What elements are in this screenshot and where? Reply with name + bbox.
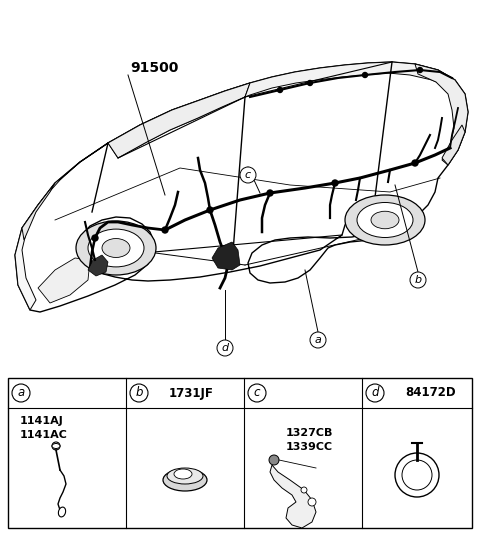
Text: a: a bbox=[17, 386, 24, 399]
Ellipse shape bbox=[174, 469, 192, 479]
Ellipse shape bbox=[59, 507, 66, 517]
Polygon shape bbox=[212, 242, 240, 270]
Text: d: d bbox=[221, 343, 228, 353]
Circle shape bbox=[310, 332, 326, 348]
Circle shape bbox=[248, 384, 266, 402]
Circle shape bbox=[207, 207, 213, 213]
Text: 1731JF: 1731JF bbox=[169, 386, 214, 399]
Text: c: c bbox=[254, 386, 260, 399]
Circle shape bbox=[162, 227, 168, 233]
Text: c: c bbox=[245, 170, 251, 180]
Text: 1327CB: 1327CB bbox=[286, 428, 334, 438]
Ellipse shape bbox=[52, 443, 60, 449]
Text: 1141AJ: 1141AJ bbox=[20, 416, 64, 426]
Circle shape bbox=[308, 80, 312, 86]
Circle shape bbox=[52, 442, 60, 450]
Circle shape bbox=[402, 460, 432, 490]
Circle shape bbox=[412, 160, 418, 166]
Ellipse shape bbox=[345, 195, 425, 245]
Circle shape bbox=[366, 384, 384, 402]
Text: d: d bbox=[371, 386, 379, 399]
Text: 91500: 91500 bbox=[130, 61, 179, 75]
Polygon shape bbox=[15, 83, 250, 310]
Circle shape bbox=[308, 498, 316, 506]
Ellipse shape bbox=[371, 211, 399, 229]
Ellipse shape bbox=[76, 221, 156, 275]
Text: 1339CC: 1339CC bbox=[286, 442, 333, 452]
Text: b: b bbox=[135, 386, 143, 399]
Polygon shape bbox=[15, 62, 468, 312]
Circle shape bbox=[410, 272, 426, 288]
Text: 84172D: 84172D bbox=[405, 386, 456, 399]
Ellipse shape bbox=[357, 203, 413, 237]
Circle shape bbox=[332, 180, 338, 186]
Ellipse shape bbox=[102, 239, 130, 257]
Polygon shape bbox=[245, 62, 455, 97]
Text: a: a bbox=[314, 335, 322, 345]
Circle shape bbox=[267, 190, 273, 196]
Ellipse shape bbox=[163, 469, 207, 491]
Polygon shape bbox=[415, 64, 468, 165]
Ellipse shape bbox=[88, 229, 144, 267]
Circle shape bbox=[395, 453, 439, 497]
Circle shape bbox=[301, 487, 307, 493]
Circle shape bbox=[92, 235, 98, 241]
Polygon shape bbox=[442, 125, 465, 165]
Circle shape bbox=[277, 87, 283, 93]
Circle shape bbox=[240, 167, 256, 183]
Text: 1141AC: 1141AC bbox=[20, 430, 68, 440]
Text: b: b bbox=[414, 275, 421, 285]
Circle shape bbox=[362, 72, 368, 78]
Polygon shape bbox=[38, 258, 90, 303]
Ellipse shape bbox=[167, 468, 203, 484]
Polygon shape bbox=[22, 183, 55, 240]
Polygon shape bbox=[108, 83, 250, 158]
Bar bbox=[8, 378, 472, 528]
Polygon shape bbox=[270, 465, 316, 528]
Circle shape bbox=[269, 455, 279, 465]
Circle shape bbox=[130, 384, 148, 402]
Circle shape bbox=[418, 68, 422, 72]
Polygon shape bbox=[88, 255, 108, 276]
Circle shape bbox=[217, 340, 233, 356]
Circle shape bbox=[12, 384, 30, 402]
